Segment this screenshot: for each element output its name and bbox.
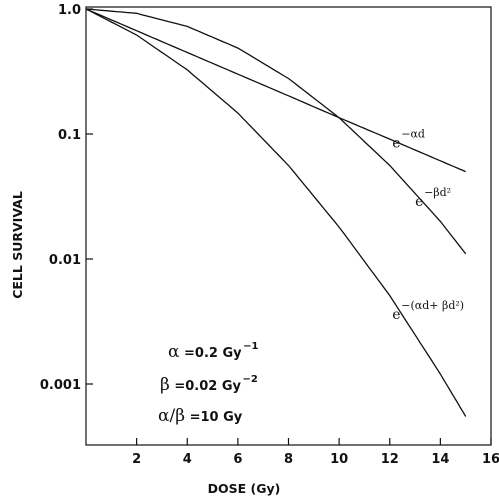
y-tick-label: 0.1	[58, 128, 81, 143]
plot-frame	[85, 6, 492, 446]
x-tick-label: 6	[233, 452, 242, 467]
y-tick-label: 0.01	[49, 253, 81, 268]
x-tick-label: 2	[132, 452, 141, 467]
x-tick-label: 14	[431, 452, 449, 467]
x-tick-label: 12	[381, 452, 399, 467]
parameter-line: β =0.02 Gy	[160, 375, 242, 395]
curve-label-base: e	[392, 307, 400, 323]
x-tick-label: 4	[183, 452, 192, 467]
linear-quadratic-curve	[85, 8, 467, 417]
curve-label-exponent: −(αd+ βd²)	[401, 299, 464, 312]
parameter-block: α =0.2 Gy −1 β =0.02 Gy −2 α/β =10 Gy	[158, 341, 259, 426]
x-axis-ticks: 2 4 6 8 10 12 14 16	[132, 438, 499, 467]
x-axis-title: DOSE (Gy)	[208, 481, 281, 496]
curve-label-exponent: −βd²	[424, 186, 451, 199]
linear-curve	[85, 8, 466, 173]
x-tick-label: 16	[482, 452, 499, 467]
quadratic-curve	[85, 8, 467, 255]
x-tick-label: 8	[284, 452, 293, 467]
y-axis-ticks: 1.0 0.1 0.01 0.001	[40, 3, 93, 393]
curve-label-exponent: −αd	[401, 127, 425, 140]
curve-label-base: e	[392, 135, 400, 151]
parameter-line: α =0.2 Gy	[168, 342, 242, 362]
x-tick-label: 10	[330, 452, 348, 467]
y-tick-label: 1.0	[58, 3, 81, 18]
parameter-exponent: −2	[243, 374, 258, 385]
parameter-exponent: −1	[243, 341, 258, 352]
survival-curves	[85, 8, 467, 417]
y-tick-label: 0.001	[40, 378, 81, 393]
y-axis-title: CELL SURVIVAL	[10, 191, 25, 299]
parameter-line: α/β =10 Gy	[158, 406, 243, 426]
curve-label-base: e	[415, 194, 423, 210]
